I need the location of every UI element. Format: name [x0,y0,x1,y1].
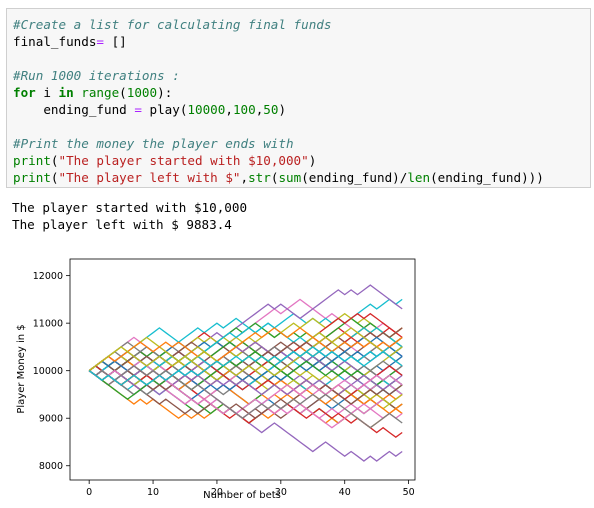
y-tick-label: 8000 [39,461,63,472]
code-line-2: final_funds= [] [13,34,127,49]
code-line-5: for i in range(1000): [13,85,173,100]
x-tick-label: 20 [211,487,223,498]
line-chart: 0 10 20 30 40 50 8000 9000 10000 11000 12000 Numbe… [16,258,416,501]
code-line-6: ending_fund = play(10000,100,50) [13,102,287,117]
chart-series-line [88,327,403,377]
chart-series-line [88,327,403,372]
chart-series-line [88,369,403,439]
x-tick-label: 30 [275,487,287,498]
chart-series-group [88,284,403,462]
code-line-10: print("The player left with $",str(sum(e… [13,170,544,185]
x-tick-label: 40 [339,487,351,498]
output-line-2: The player left with $ 9883.4 [12,217,232,232]
chart-series-line [88,365,403,396]
chart-series-line [88,346,403,386]
chart-series-line [88,365,403,396]
x-tick-label: 10 [147,487,159,498]
code-line-9: print("The player started with $10,000") [13,153,317,168]
x-axis-label: Number of bets [203,490,281,501]
code-line-8: #Print the money the player ends with [13,136,294,151]
y-tick-label: 10000 [33,366,63,377]
code-line-4: #Run 1000 iterations : [13,68,180,83]
output-line-1: The player started with $10,000 [12,200,248,215]
y-tick-label: 9000 [39,414,63,425]
code-line-1: #Create a list for calculating final fun… [13,17,332,32]
y-tick-label: 12000 [33,271,63,282]
x-tick-label: 50 [403,487,415,498]
y-tick-label: 11000 [33,319,63,330]
chart-series-line [88,365,403,429]
chart-series-line [88,336,403,405]
x-tick-label: 0 [86,487,92,498]
chart-series-line [88,346,403,377]
code-cell[interactable]: #Create a list for calculating final fun… [6,8,591,188]
chart-series-line [88,346,403,382]
chart-axes: 0 10 20 30 40 50 8000 9000 10000 11000 12000 [33,271,415,498]
plot-area-frame [69,258,416,481]
y-axis-label: Player Money in $ [16,324,27,413]
